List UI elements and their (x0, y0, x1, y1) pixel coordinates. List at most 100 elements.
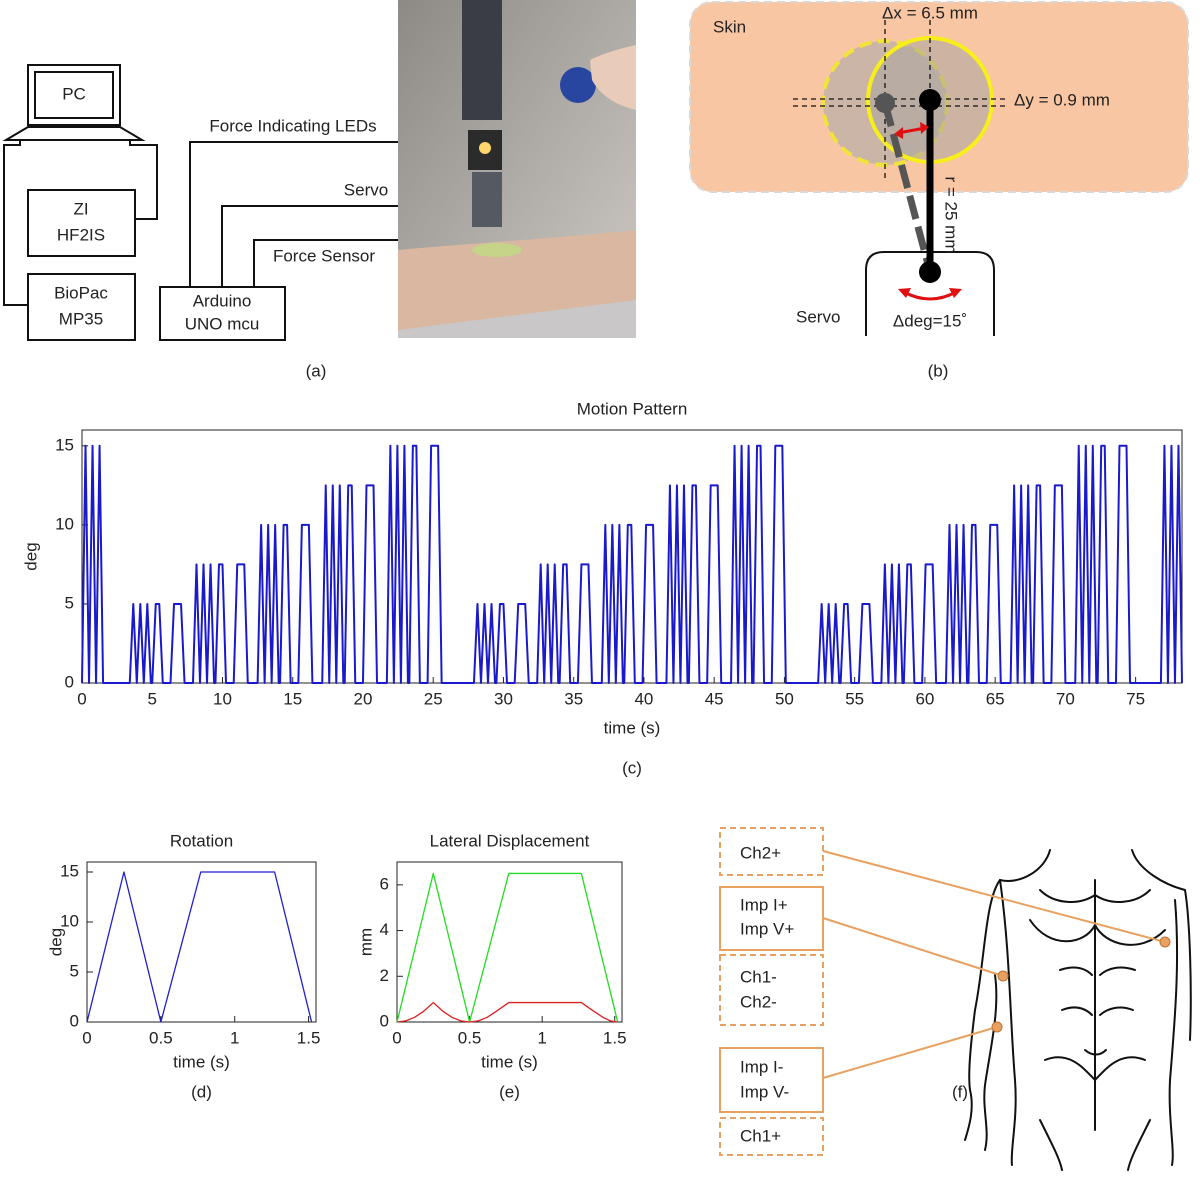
arm (398, 230, 636, 330)
laptop-base (2, 126, 146, 141)
axes-box (86, 861, 317, 1023)
lead (822, 917, 1004, 977)
panel-f: Ch2+ Imp I+ Imp V+ Ch1- Ch2- Imp I- Imp … (719, 827, 1192, 1171)
electrode-box (719, 1117, 824, 1156)
x-tick-label: 20 (354, 689, 373, 708)
wire (189, 141, 470, 287)
x-tick-label: 15 (283, 689, 302, 708)
x-tick-label: 1.5 (297, 1028, 321, 1047)
y-tick-label: 15 (60, 861, 79, 880)
caption: (c) (622, 758, 642, 777)
arduino-label: Arduino (193, 291, 252, 310)
line-series (86, 871, 313, 1023)
electrode (991, 1021, 1003, 1033)
caption: (f) (952, 1082, 968, 1101)
electrode-box (719, 886, 824, 951)
wire (3, 140, 28, 306)
x-tick-label: 0 (82, 1028, 91, 1047)
x-tick-label: 40 (634, 689, 653, 708)
panel-a: PC ZI HF2IS BioPac MP35 Arduino UNO mcu (2, 0, 636, 380)
x-tick-label: 0 (392, 1028, 401, 1047)
x-tick-label: 65 (986, 689, 1005, 708)
biopac-label: BioPac (54, 283, 108, 302)
x-tick-label: 0.5 (458, 1028, 482, 1047)
x-tick-label: 5 (148, 689, 157, 708)
torso (964, 849, 1192, 1171)
panel-b: Skin Δx = 6.5 mm Δy = 0.9 mm r = 25 mm S… (689, 1, 1189, 380)
x-tick-label: 1 (230, 1028, 239, 1047)
photo (398, 0, 636, 338)
caption: (b) (928, 361, 949, 380)
y-tick-label: 0 (70, 1011, 79, 1030)
electrode-label: Ch2+ (740, 843, 781, 862)
pc-label: PC (62, 84, 86, 103)
electrode-label: Imp I+ (740, 895, 788, 914)
zi-box (27, 189, 136, 257)
arrowhead (898, 288, 962, 298)
biopac-box (27, 273, 136, 341)
y-tick-label: 15 (55, 435, 74, 454)
x-tick-label: 50 (775, 689, 794, 708)
x-tick-label: 0.5 (149, 1028, 173, 1047)
arrow (903, 290, 957, 301)
line-series (81, 444, 1183, 684)
x-axis-label: time (s) (604, 718, 661, 737)
chart-title: Lateral Displacement (430, 831, 590, 850)
x-tick-label: 30 (494, 689, 513, 708)
wire (221, 205, 480, 287)
arrowhead (894, 122, 929, 139)
x-tick-label: 1.5 (603, 1028, 627, 1047)
x-tick-label: 55 (845, 689, 864, 708)
x-tick-label: 75 (1126, 689, 1145, 708)
chart-title: Rotation (170, 831, 233, 850)
electrode-label: Ch2- (740, 992, 777, 1011)
electrode (1159, 936, 1171, 948)
servo-label: Servo (796, 307, 840, 326)
electrode-box (719, 954, 824, 1026)
electrode-label: Imp V- (740, 1082, 789, 1101)
pivot (919, 89, 941, 111)
servo-label: Servo (344, 180, 388, 199)
electrode-label: Imp V+ (740, 919, 794, 938)
skin-label: Skin (713, 17, 746, 36)
zi-label: HF2IS (57, 225, 105, 244)
biopac-label: MP35 (59, 309, 103, 328)
laptop-display (34, 71, 114, 119)
x-axis-label: time (s) (173, 1052, 230, 1071)
caption: (d) (191, 1082, 212, 1101)
y-axis-label: mm (356, 928, 375, 956)
y-tick-label: 10 (60, 911, 79, 930)
x-tick-label: 70 (1056, 689, 1075, 708)
led-label: Force Indicating LEDs (209, 116, 376, 135)
x-tick-label: 35 (564, 689, 583, 708)
y-tick-label: 5 (65, 593, 74, 612)
servo-photo (472, 172, 502, 227)
y-axis-label: deg (46, 928, 65, 956)
electrode-box (719, 827, 824, 876)
caption: (e) (499, 1082, 520, 1101)
led (479, 142, 491, 154)
start-arm (881, 102, 934, 273)
sensor-label: Force Sensor (273, 246, 375, 265)
dx-label: Δx = 6.5 mm (882, 3, 978, 22)
pivot (875, 93, 895, 113)
lead (822, 850, 1166, 943)
zi-label: ZI (73, 199, 88, 218)
ddeg-label: Δdeg=15˚ (893, 311, 967, 330)
dy-label: Δy = 0.9 mm (1014, 90, 1110, 109)
electrode-label: Ch1- (740, 967, 777, 986)
wire (129, 140, 158, 220)
x-tick-label: 45 (705, 689, 724, 708)
line-series (396, 1001, 618, 1023)
table (398, 300, 636, 338)
x-tick-label: 10 (213, 689, 232, 708)
arduino-label: UNO mcu (185, 314, 260, 333)
line-series (396, 872, 619, 1023)
y-tick-label: 2 (380, 966, 389, 985)
y-tick-label: 10 (55, 514, 74, 533)
caption: (a) (306, 361, 327, 380)
y-tick-label: 4 (380, 920, 389, 939)
ball (560, 67, 596, 103)
x-tick-label: 25 (424, 689, 443, 708)
y-tick-label: 5 (70, 961, 79, 980)
